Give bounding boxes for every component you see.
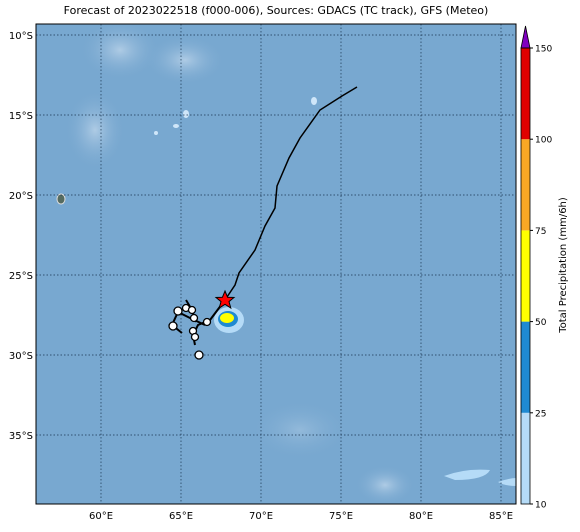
lon-label: 65°E	[169, 511, 193, 522]
colorbar-tick-label: 50	[535, 318, 547, 328]
colorbar-segment	[521, 48, 530, 140]
lat-label: 30°S	[9, 351, 33, 362]
colorbar-tick-label: 150	[535, 45, 552, 55]
lon-label: 70°E	[249, 511, 273, 522]
colorbar-segment	[521, 321, 530, 413]
map-frame	[35, 23, 517, 505]
lon-label: 75°E	[329, 511, 353, 522]
colorbar-tick-label: 100	[535, 136, 552, 146]
colorbar-tick-label: 25	[535, 409, 546, 419]
colorbar-tick-label: 75	[535, 227, 546, 237]
colorbar-segment	[521, 412, 530, 504]
map-title: Forecast of 2023022518 (f000-006), Sourc…	[64, 4, 489, 17]
map-area	[36, 24, 516, 504]
lat-label: 25°S	[9, 271, 33, 282]
colorbar-segment	[521, 139, 530, 231]
lon-label: 80°E	[409, 511, 433, 522]
lat-label: 15°S	[9, 111, 33, 122]
lat-label: 20°S	[9, 191, 33, 202]
lon-label: 85°E	[489, 511, 513, 522]
lat-label: 10°S	[9, 31, 33, 42]
colorbar-extension	[520, 25, 531, 49]
colorbar-label: Total Precipitation (mm/6h)	[558, 197, 569, 334]
colorbar-tick-label: 10	[535, 501, 547, 511]
colorbar-segment	[521, 230, 530, 322]
lat-label: 35°S	[9, 431, 33, 442]
colorbar-frame	[520, 47, 531, 505]
lon-label: 60°E	[89, 511, 113, 522]
